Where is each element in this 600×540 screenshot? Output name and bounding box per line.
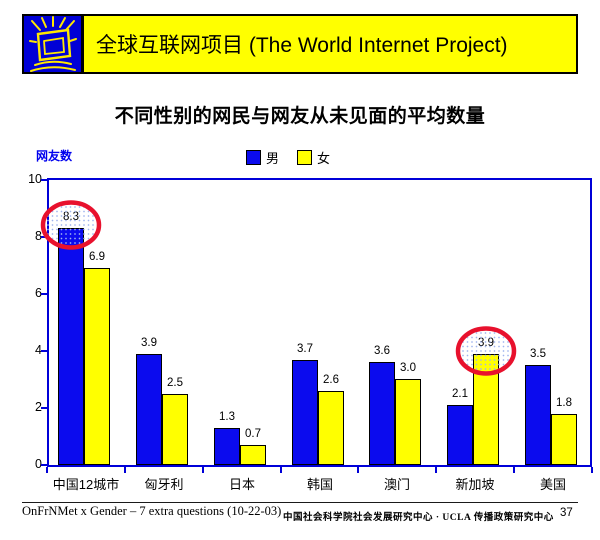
bar-value-label: 3.9 <box>478 337 494 349</box>
bar-value-label: 3.7 <box>297 343 313 355</box>
bar-男-匈牙利 <box>136 354 162 465</box>
bar-value-label: 0.7 <box>245 428 261 440</box>
bar-value-label: 8.3 <box>63 211 79 223</box>
y-tick-label-8: 8 <box>35 229 42 243</box>
bar-男-日本 <box>214 428 240 465</box>
y-tick-mark-10 <box>41 179 47 181</box>
bar-value-label: 2.1 <box>452 388 468 400</box>
x-tick-mark-2 <box>202 467 204 473</box>
y-tick-mark-6 <box>41 293 47 295</box>
category-label-韩国: 韩国 <box>306 477 333 492</box>
category-label-匈牙利: 匈牙利 <box>144 477 184 492</box>
y-tick-mark-4 <box>41 350 47 352</box>
footer-divider <box>22 502 578 503</box>
sunburst-monitor-logo-icon <box>24 16 84 72</box>
bar-男-韩国 <box>292 360 318 465</box>
y-axis-title: 网友数 <box>36 149 73 163</box>
footer-credits: 中国社会科学院社会发展研究中心 · UCLA 传播政策研究中心 <box>283 513 554 523</box>
x-tick-mark-7 <box>591 467 593 473</box>
legend-swatch-0 <box>246 150 261 165</box>
category-label-澳门: 澳门 <box>383 477 410 492</box>
bar-女-澳门 <box>395 379 421 465</box>
category-label-新加坡: 新加坡 <box>455 477 495 492</box>
footer-source-note: OnFrNMet x Gender – 7 extra questions (1… <box>22 504 282 518</box>
legend-swatch-1 <box>297 150 313 165</box>
bar-value-label: 1.3 <box>219 411 235 423</box>
y-tick-label-4: 4 <box>35 343 42 357</box>
category-label-美国: 美国 <box>539 477 566 492</box>
bar-value-label: 3.5 <box>530 348 546 360</box>
legend-label-0: 男 <box>266 151 280 166</box>
banner-title: 全球互联网项目 (The World Internet Project) <box>96 34 508 57</box>
bar-value-label: 2.5 <box>167 377 183 389</box>
x-tick-mark-3 <box>280 467 282 473</box>
y-tick-label-6: 6 <box>35 286 42 300</box>
logo-drawing <box>29 16 77 72</box>
bar-女-匈牙利 <box>162 394 188 465</box>
bar-女-美国 <box>551 414 577 465</box>
page-number: 37 <box>560 507 573 519</box>
x-tick-mark-0 <box>46 467 48 473</box>
bar-男-新加坡 <box>447 405 473 465</box>
bar-女-韩国 <box>318 391 344 465</box>
bar-value-label: 3.0 <box>400 362 416 374</box>
y-tick-label-0: 0 <box>35 457 42 471</box>
x-tick-mark-5 <box>435 467 437 473</box>
y-tick-label-10: 10 <box>28 172 42 186</box>
bar-男-澳门 <box>369 362 395 465</box>
header-banner: 全球互联网项目 (The World Internet Project) <box>22 14 578 74</box>
bar-value-label: 1.8 <box>556 397 572 409</box>
bar-女-新加坡 <box>473 354 499 465</box>
bar-value-label: 6.9 <box>89 251 105 263</box>
bar-value-label: 2.6 <box>323 374 339 386</box>
legend-item-1: 女 <box>297 148 330 167</box>
bar-女-中国12城市 <box>84 268 110 465</box>
category-label-中国12城市: 中国12城市 <box>52 477 120 492</box>
y-tick-mark-2 <box>41 407 47 409</box>
x-tick-mark-4 <box>357 467 359 473</box>
x-tick-mark-6 <box>513 467 515 473</box>
chart-legend: 男女 <box>246 148 330 167</box>
y-tick-label-2: 2 <box>35 400 42 414</box>
bar-value-label: 3.9 <box>141 337 157 349</box>
bar-男-中国12城市 <box>58 228 84 465</box>
y-tick-mark-8 <box>41 236 47 238</box>
legend-label-1: 女 <box>317 151 331 166</box>
bar-男-美国 <box>525 365 551 465</box>
bar-女-日本 <box>240 445 266 465</box>
x-tick-mark-1 <box>124 467 126 473</box>
bar-value-label: 3.6 <box>374 345 390 357</box>
legend-item-0: 男 <box>246 148 279 167</box>
y-tick-mark-0 <box>41 464 47 466</box>
category-label-日本: 日本 <box>228 477 255 492</box>
slide-title: 不同性别的网民与网友从未见面的平均数量 <box>114 106 486 127</box>
